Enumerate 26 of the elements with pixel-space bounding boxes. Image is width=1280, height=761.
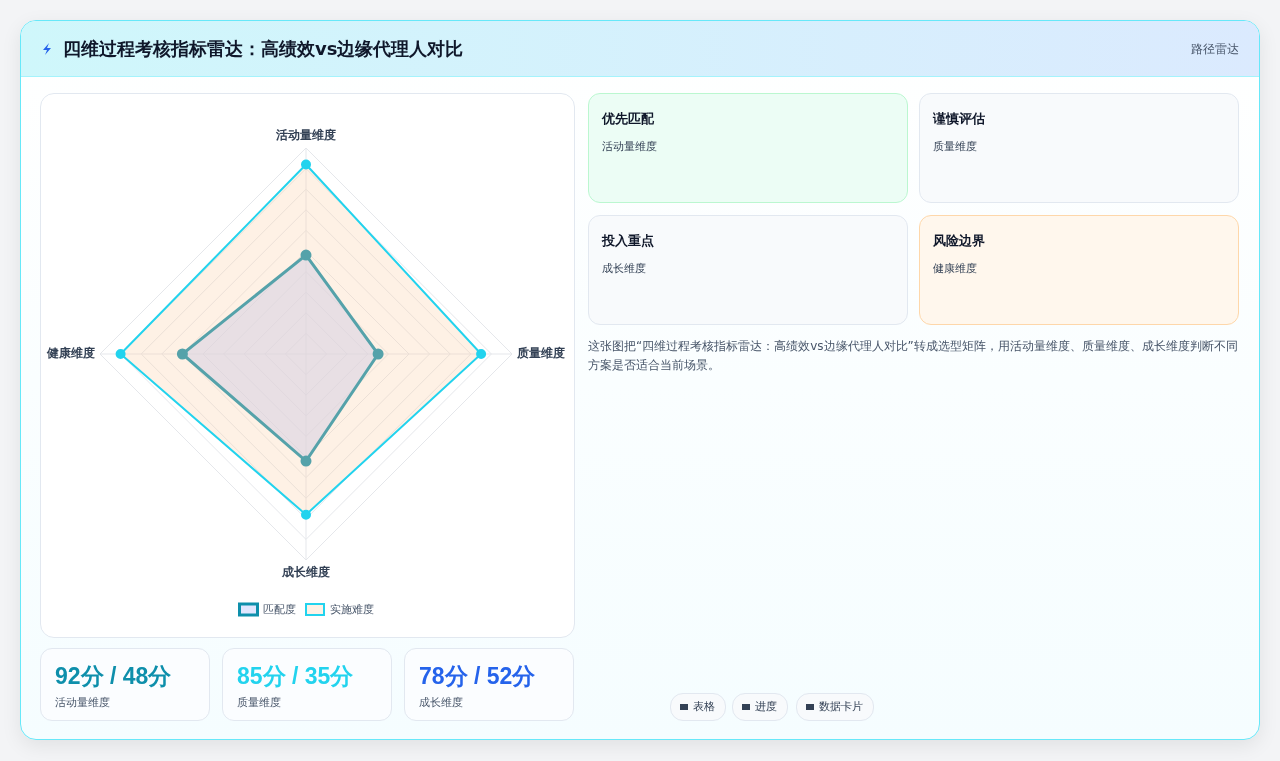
text: 质量维度 [933, 139, 977, 154]
text: 谨慎评估 [933, 110, 985, 128]
text: 优先匹配 [602, 110, 654, 128]
spoke-label: 健康维度 [46, 346, 95, 361]
text: 质量维度 [237, 695, 281, 710]
text: 92分 / 48分 [55, 662, 172, 691]
legend-label: 匹配度 [263, 602, 296, 615]
text: 表格 [670, 693, 726, 721]
text: 投入重点 [602, 232, 654, 250]
text: 数据卡片 [796, 693, 874, 721]
text: 成长维度 [602, 261, 646, 276]
text: 进度 [732, 693, 788, 721]
text: 活动量维度 [55, 695, 110, 710]
text: 这张图把“四维过程考核指标雷达：高绩效vs边缘代理人对比”转成选型矩阵，用活动量维度、质量维度、成长维度判断不同方案是否适合当前场景。 [588, 338, 1239, 374]
spoke-label: 成长维度 [281, 564, 330, 579]
chart-title: 四维过程考核指标雷达：高绩效vs边缘代理人对比 [63, 37, 464, 61]
text: 风险边界 [933, 232, 985, 250]
text: 活动量维度 [602, 139, 657, 154]
text: 85分 / 35分 [237, 662, 354, 691]
text: 健康维度 [933, 261, 977, 276]
text: 78分 / 52分 [419, 662, 536, 691]
spoke-label: 质量维度 [516, 346, 565, 361]
text: 成长维度 [419, 695, 463, 710]
text: 路径雷达 [1191, 41, 1239, 58]
legend-label: 实施难度 [329, 602, 374, 615]
spoke-label: 活动量维度 [275, 128, 336, 143]
